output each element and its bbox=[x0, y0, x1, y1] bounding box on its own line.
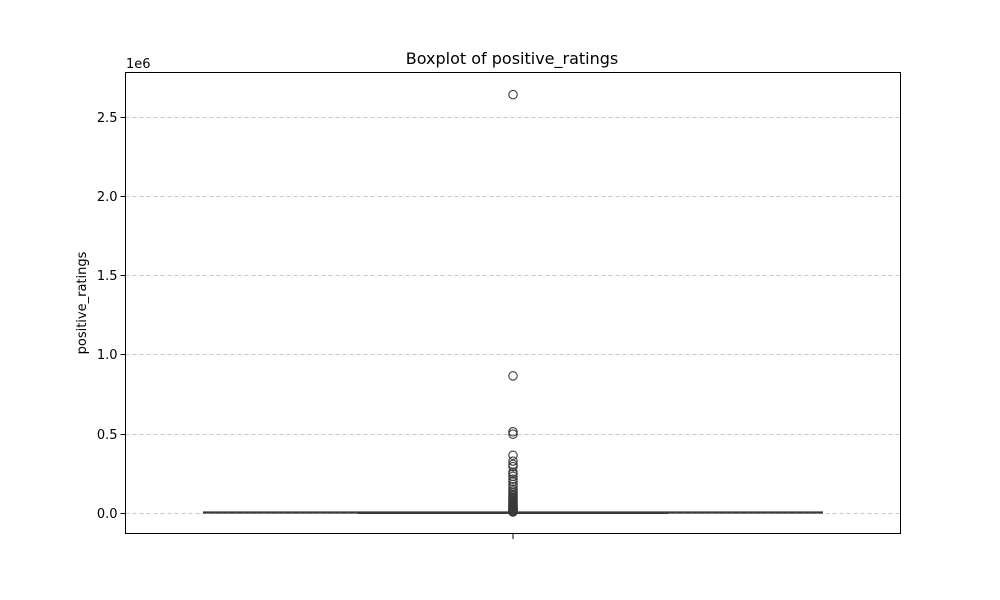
chart-title: Boxplot of positive_ratings bbox=[406, 49, 619, 69]
outlier-point bbox=[508, 427, 518, 437]
y-axis-ticks: 0.0 0.5 1.0 1.5 2.0 2.5 bbox=[97, 111, 126, 522]
y-tick-label: 0.0 bbox=[97, 507, 118, 522]
outlier-point bbox=[508, 371, 518, 381]
outlier-point bbox=[508, 89, 518, 100]
outlier-point bbox=[508, 429, 518, 439]
y-tick-label: 2.5 bbox=[97, 111, 118, 126]
outlier-point bbox=[508, 461, 518, 472]
outlier-point bbox=[508, 450, 518, 460]
y-tick-label: 1.5 bbox=[97, 269, 118, 284]
y-tick-label: 1.0 bbox=[97, 348, 118, 363]
y-tick-label: 0.5 bbox=[97, 428, 118, 443]
y-axis-label: positive_ratings bbox=[75, 251, 90, 354]
outlier-point bbox=[508, 476, 518, 487]
outlier-point bbox=[508, 474, 518, 484]
outlier-point bbox=[508, 507, 518, 517]
outlier-points bbox=[508, 89, 518, 517]
outlier-point bbox=[508, 469, 518, 479]
outlier-point bbox=[508, 456, 518, 466]
y-tick-label: 2.0 bbox=[97, 190, 118, 205]
y-offset-label: 1e6 bbox=[126, 57, 151, 72]
outlier-point bbox=[508, 481, 518, 492]
